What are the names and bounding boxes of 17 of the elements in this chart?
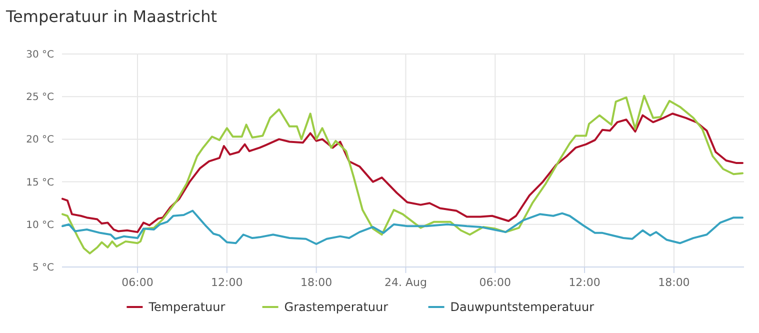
y-tick-label: 20 °C [26,134,54,146]
legend-label: Dauwpuntstemperatuur [450,300,594,314]
x-tick-label: 12:00 [211,276,243,289]
y-tick-label: 15 °C [26,177,54,188]
chart-title: Temperatuur in Maastricht [5,7,218,26]
x-tick-label: 06:00 [479,276,511,289]
x-tick-label: 24. Aug [384,276,427,289]
x-tick-label: 12:00 [568,276,600,289]
x-tick-label: 06:00 [122,276,154,289]
legend-label: Grastemperatuur [284,300,388,314]
y-tick-label: 10 °C [26,220,54,231]
y-tick-label: 30 °C [26,50,54,60]
y-tick-label: 5 °C [32,262,54,274]
x-tick-label: 18:00 [300,276,332,289]
x-tick-label: 18:00 [658,276,690,289]
y-tick-label: 25 °C [26,92,54,104]
legend-label: Temperatuur [148,300,226,314]
